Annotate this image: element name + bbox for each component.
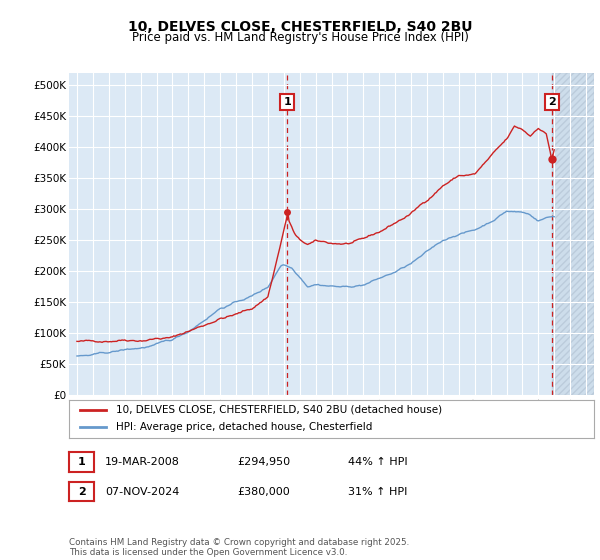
Text: £380,000: £380,000: [237, 487, 290, 497]
Bar: [552, 73, 594, 395]
Text: 07-NOV-2024: 07-NOV-2024: [105, 487, 179, 497]
Bar: [552, 73, 594, 395]
Text: £294,950: £294,950: [237, 457, 290, 467]
Text: HPI: Average price, detached house, Chesterfield: HPI: Average price, detached house, Ches…: [116, 422, 373, 432]
Text: 2: 2: [78, 487, 85, 497]
Text: 44% ↑ HPI: 44% ↑ HPI: [348, 457, 407, 467]
Text: 1: 1: [78, 457, 85, 467]
Text: Price paid vs. HM Land Registry's House Price Index (HPI): Price paid vs. HM Land Registry's House …: [131, 31, 469, 44]
Text: Contains HM Land Registry data © Crown copyright and database right 2025.
This d: Contains HM Land Registry data © Crown c…: [69, 538, 409, 557]
Text: 10, DELVES CLOSE, CHESTERFIELD, S40 2BU: 10, DELVES CLOSE, CHESTERFIELD, S40 2BU: [128, 20, 472, 34]
Text: 2: 2: [548, 97, 556, 107]
Text: 10, DELVES CLOSE, CHESTERFIELD, S40 2BU (detached house): 10, DELVES CLOSE, CHESTERFIELD, S40 2BU …: [116, 405, 442, 415]
Text: 31% ↑ HPI: 31% ↑ HPI: [348, 487, 407, 497]
Text: 19-MAR-2008: 19-MAR-2008: [105, 457, 180, 467]
Text: 1: 1: [283, 97, 291, 107]
